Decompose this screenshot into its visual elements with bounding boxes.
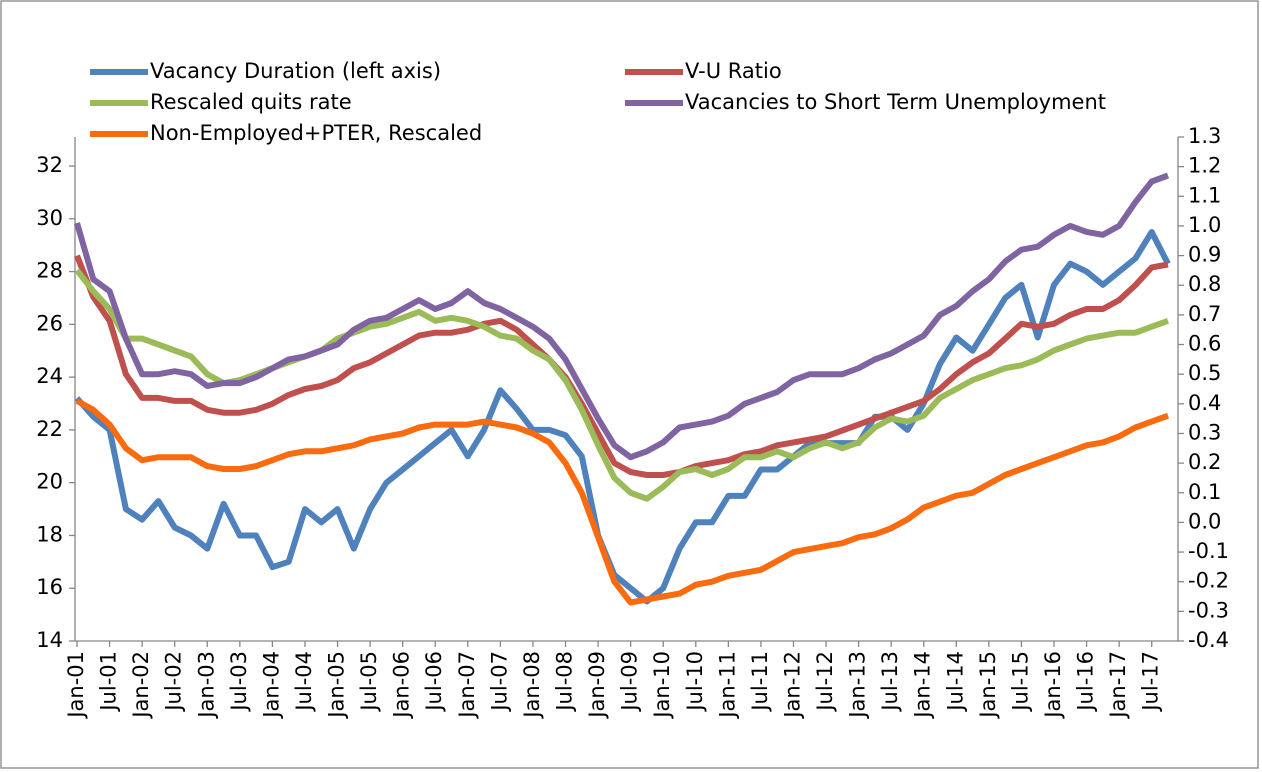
y2-tick-label: 1.0 [1188, 213, 1221, 237]
x-tick-label: Jul-14 [943, 651, 967, 713]
x-tick-label: Jan-13 [846, 651, 870, 720]
y2-tick-label: 1.2 [1188, 154, 1221, 178]
y2-tick-label: 0.3 [1188, 420, 1221, 444]
y2-tick-label: 0.7 [1188, 302, 1221, 326]
y-tick-label: 24 [36, 364, 63, 388]
x-tick-label: Jan-04 [259, 651, 283, 720]
y2-tick-label: 1.1 [1188, 183, 1221, 207]
x-tick-label: Jul-05 [357, 651, 381, 713]
x-tick-label: Jul-13 [878, 651, 902, 713]
y2-tick-label: 0.1 [1188, 480, 1221, 504]
x-tick-label: Jul-03 [227, 651, 251, 713]
x-tick-label: Jan-16 [1041, 651, 1065, 720]
x-tick-label: Jul-07 [487, 651, 511, 713]
x-tick-label: Jan-11 [715, 651, 739, 720]
x-tick-label: Jul-12 [813, 651, 837, 713]
x-tick-label: Jul-16 [1074, 651, 1098, 713]
x-tick-label: Jul-01 [97, 651, 121, 713]
y2-tick-label: 0.4 [1188, 391, 1221, 415]
y2-tick-label: -0.4 [1188, 628, 1229, 652]
legend-label: Non-Employed+PTER, Rescaled [150, 121, 482, 145]
y2-tick-label: 0.6 [1188, 332, 1221, 356]
x-tick-label: Jul-09 [618, 651, 642, 713]
x-tick-label: Jan-17 [1106, 651, 1130, 720]
legend-label: Vacancy Duration (left axis) [150, 59, 441, 83]
legend-label: Vacancies to Short Term Unemployment [685, 90, 1106, 114]
y2-tick-label: 1.3 [1188, 124, 1221, 148]
legend-label: Rescaled quits rate [150, 90, 352, 114]
x-tick-label: Jul-02 [162, 651, 186, 713]
y2-tick-label: 0.2 [1188, 450, 1221, 474]
y2-tick-label: -0.3 [1188, 598, 1229, 622]
y-tick-label: 14 [36, 628, 63, 652]
x-tick-label: Jul-08 [553, 651, 577, 713]
x-tick-label: Jan-02 [129, 651, 153, 720]
x-tick-label: Jul-11 [748, 651, 772, 713]
series-line [74, 229, 1171, 605]
y-tick-label: 30 [36, 206, 63, 230]
x-tick-label: Jan-09 [585, 651, 609, 720]
x-tick-label: Jul-15 [1008, 651, 1032, 713]
x-tick-label: Jan-10 [650, 651, 674, 720]
x-tick-label: Jan-14 [911, 651, 935, 720]
y-tick-label: 16 [36, 575, 63, 599]
x-tick-label: Jan-07 [455, 651, 479, 720]
x-tick-label: Jan-01 [64, 651, 88, 720]
x-tick-label: Jan-15 [976, 651, 1000, 720]
x-tick-label: Jul-10 [683, 651, 707, 713]
y-tick-label: 22 [36, 417, 63, 441]
x-tick-label: Jul-04 [292, 651, 316, 713]
x-tick-label: Jan-12 [780, 651, 804, 720]
x-tick-label: Jan-03 [194, 651, 218, 720]
y-tick-label: 28 [36, 259, 63, 283]
series-line [74, 172, 1170, 461]
y2-tick-label: 0.5 [1188, 361, 1221, 385]
y2-tick-label: 0.8 [1188, 272, 1221, 296]
y2-tick-label: 0.9 [1188, 243, 1221, 267]
y-tick-label: 18 [36, 522, 63, 546]
x-tick-label: Jul-17 [1139, 651, 1163, 713]
series-line [75, 398, 1170, 606]
y2-tick-label: 0.0 [1188, 509, 1221, 533]
y2-tick-label: -0.2 [1188, 569, 1229, 593]
x-tick-label: Jan-08 [520, 651, 544, 720]
legend-label: V-U Ratio [685, 59, 782, 83]
series-line [74, 254, 1169, 478]
y-tick-label: 26 [36, 311, 63, 335]
x-tick-label: Jan-06 [390, 651, 414, 720]
x-tick-label: Jan-05 [325, 651, 349, 720]
y2-tick-label: -0.1 [1188, 539, 1229, 563]
x-tick-label: Jul-06 [422, 651, 446, 713]
y-tick-label: 20 [36, 470, 63, 494]
y-tick-label: 32 [36, 153, 63, 177]
